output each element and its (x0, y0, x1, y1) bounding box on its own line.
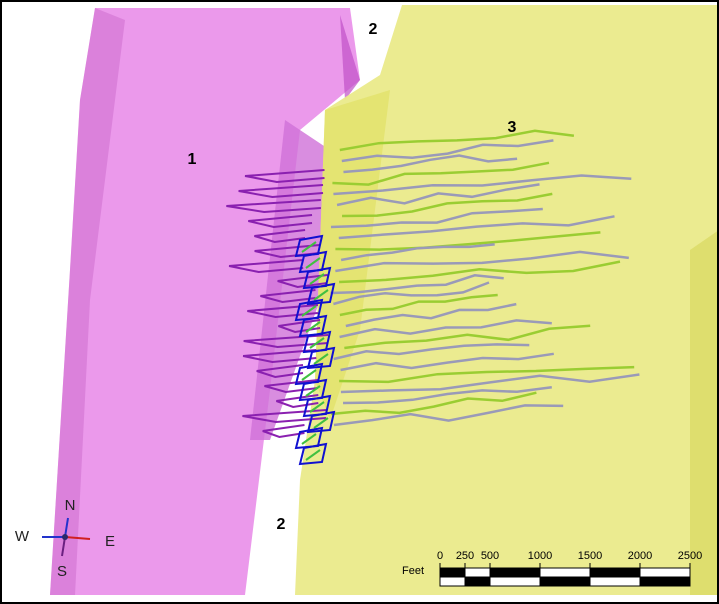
trace (335, 231, 601, 251)
trace (330, 274, 504, 295)
trace (330, 207, 543, 229)
compass-north: N (65, 497, 76, 514)
trace (333, 281, 490, 306)
trace (343, 385, 552, 405)
scale-segment (639, 576, 691, 587)
zone-3-body (295, 5, 719, 595)
compass: N S W E (15, 497, 115, 580)
zone-label: 2 (369, 21, 378, 38)
trace (333, 404, 564, 427)
trace (248, 214, 313, 229)
scale-tick-label: 500 (481, 550, 499, 562)
scale-tick-label: 0 (437, 550, 443, 562)
trace (226, 199, 321, 214)
scale-segment (489, 567, 541, 578)
scale-segment (539, 567, 591, 578)
trace (301, 369, 317, 381)
trace (277, 274, 328, 289)
scale-unit: Feet (402, 565, 424, 577)
zone-label: 2 (277, 516, 286, 533)
scale-tick-label: 250 (456, 550, 474, 562)
trace (343, 154, 518, 174)
scale-tick-label: 2500 (678, 550, 702, 562)
trace (333, 343, 530, 361)
trace (298, 442, 328, 466)
compass-east: E (105, 533, 115, 550)
trace (339, 293, 498, 317)
trace (330, 391, 537, 416)
trace (305, 257, 321, 269)
scale-tick-label: 1500 (578, 550, 602, 562)
trace (336, 183, 540, 207)
scale-segment (464, 567, 491, 578)
trace (306, 282, 336, 306)
trace (305, 385, 321, 397)
trace (332, 161, 550, 186)
trace (341, 139, 554, 163)
trace (301, 241, 317, 253)
trace (342, 192, 553, 218)
scale-segment (464, 576, 491, 587)
trace (339, 319, 552, 339)
trace (339, 129, 575, 152)
trace (305, 449, 321, 461)
trace (340, 373, 640, 394)
traces (226, 129, 640, 466)
trace (309, 337, 325, 349)
zone-label: 3 (508, 119, 517, 136)
trace (256, 364, 304, 379)
scale-tick-label: 2000 (628, 550, 652, 562)
scale-segment (489, 576, 541, 587)
trace (242, 409, 327, 424)
trace (306, 410, 336, 434)
trace (301, 305, 317, 317)
trace (262, 424, 305, 439)
trace (333, 174, 632, 196)
trace (242, 349, 317, 364)
trace (313, 289, 329, 301)
scale-bar: Feet 0 250 500 1000 1500 2000 2500 (402, 550, 702, 587)
compass-west: W (15, 528, 30, 545)
trace (339, 365, 635, 384)
trace (345, 302, 517, 328)
trace (260, 289, 316, 304)
trace (305, 321, 321, 333)
trace (313, 417, 329, 429)
scale-segment (539, 576, 591, 587)
trace (228, 259, 304, 274)
trace (254, 229, 306, 244)
scale-segment (439, 576, 466, 587)
compass-south: S (57, 563, 67, 580)
trace (335, 250, 629, 273)
trace (339, 260, 621, 284)
scale-segment (439, 567, 466, 578)
scale-segment (589, 576, 641, 587)
trace (313, 353, 329, 365)
trace (338, 215, 615, 240)
trace (344, 324, 591, 350)
trace (340, 243, 495, 262)
trace (301, 433, 317, 445)
trace (243, 334, 329, 349)
trace (244, 169, 325, 184)
trace (309, 273, 325, 285)
trace (309, 401, 325, 413)
trace (340, 352, 554, 372)
scale-tick-label: 1000 (528, 550, 552, 562)
scale-segment (589, 567, 641, 578)
trace (238, 184, 324, 199)
scale-segment (639, 567, 691, 578)
trace (306, 346, 336, 370)
zone-label: 1 (188, 151, 197, 168)
